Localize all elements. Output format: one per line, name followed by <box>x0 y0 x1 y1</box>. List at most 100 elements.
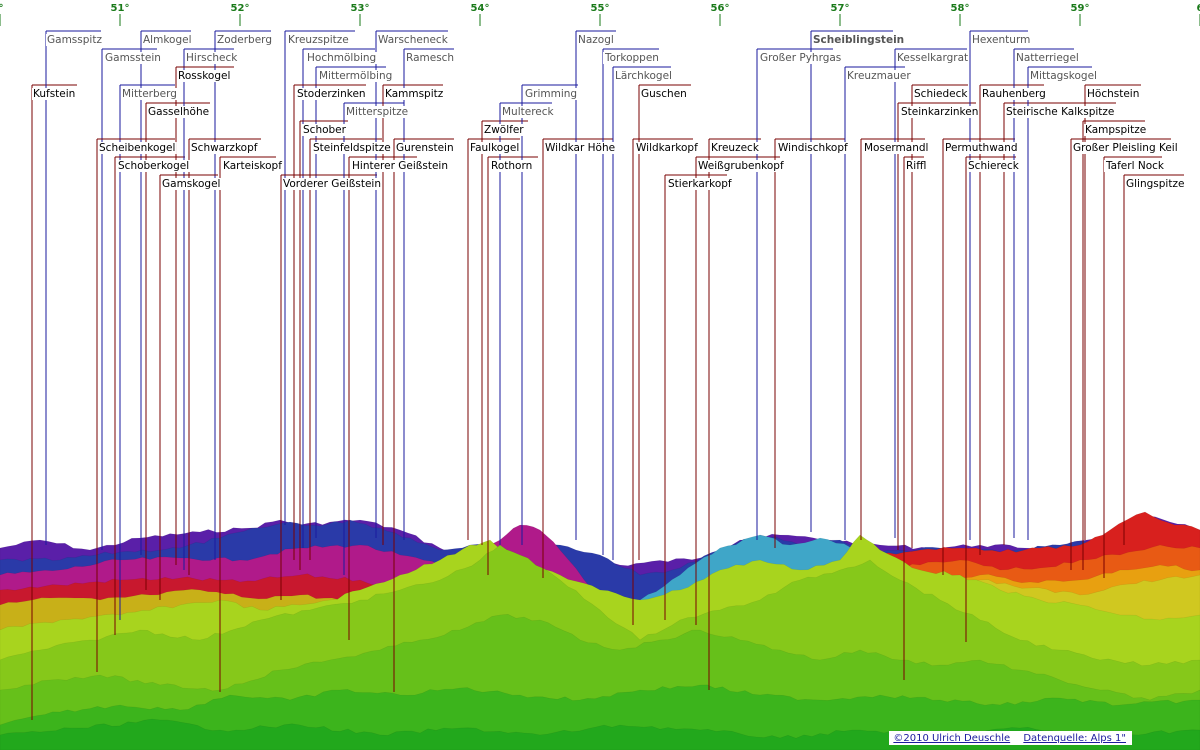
peak-label-backing <box>501 106 556 118</box>
peak-label: Mittermölbing <box>319 70 392 82</box>
peak-label: Schoberkogel <box>118 160 189 172</box>
peak-label: Rothorn <box>491 160 532 172</box>
peak-label-backing <box>759 52 843 64</box>
peak-label: Zwölfer <box>484 124 524 136</box>
credits-bar: ©2010 Ulrich Deuschle Datenquelle: Alps … <box>889 731 1132 745</box>
peak-label: Gasselhöhe <box>148 106 209 118</box>
peak-label: Hirscheck <box>186 52 238 64</box>
peak-label-backing <box>905 160 928 172</box>
peak-label: Permuthwand <box>945 142 1018 154</box>
peak-label: Weißgrubenkopf <box>698 160 784 172</box>
peak-label-backing <box>302 124 348 136</box>
peak-label: Warscheneck <box>378 34 449 46</box>
peak-label: Scheibenkogel <box>99 142 175 154</box>
peak-label: Kreuzspitze <box>288 34 349 46</box>
peak-label-backing <box>161 178 222 190</box>
peak-label-backing <box>697 160 785 172</box>
peak-label: Guschen <box>641 88 687 100</box>
copyright-link[interactable]: ©2010 Ulrich Deuschle <box>893 733 1011 744</box>
peak-label-backing <box>405 52 456 64</box>
peak-label: Hochmölbing <box>307 52 376 64</box>
peak-label: Wildkarkopf <box>636 142 698 154</box>
peak-label-backing <box>967 160 1021 172</box>
peak-label-backing <box>296 88 367 100</box>
peak-label: Mitterspitze <box>346 106 408 118</box>
azimuth-tick-label: 54° <box>471 3 490 14</box>
azimuth-tick-label: 51° <box>111 3 130 14</box>
data-source-link[interactable]: Datenquelle: Alps 1" <box>1023 733 1126 744</box>
peak-label-backing <box>287 34 350 46</box>
peak-label-backing <box>306 52 378 64</box>
peak-label-backing <box>1015 52 1080 64</box>
peak-label-backing <box>395 142 455 154</box>
peak-label-backing <box>981 88 1047 100</box>
peak-label: Gamsspitz <box>47 34 102 46</box>
peak-label-backing <box>1125 178 1186 190</box>
azimuth-tick-label: 52° <box>231 3 250 14</box>
peak-label: Kreuzmauer <box>847 70 911 82</box>
peak-label-backing <box>483 124 526 136</box>
peak-label: Faulkogel <box>470 142 519 154</box>
azimuth-tick-label: 57° <box>831 3 850 14</box>
peak-label: Steinfeldspitze <box>313 142 391 154</box>
peak-label-backing <box>1005 106 1116 118</box>
peak-label: Torkoppen <box>604 52 659 64</box>
peak-label-backing <box>490 160 534 172</box>
peak-label-backing <box>603 52 660 64</box>
azimuth-tick-label: 60° <box>1197 3 1200 14</box>
peak-label-backing <box>913 88 970 100</box>
peak-label: Hinterer Geißstein <box>352 160 448 172</box>
peak-label-backing <box>121 88 178 100</box>
peak-label-backing <box>46 34 104 46</box>
peak-label-backing <box>635 142 700 154</box>
peak-label: Schober <box>303 124 347 136</box>
peak-label-backing <box>98 142 177 154</box>
peak-label-backing <box>318 70 394 82</box>
peak-label: Steinkarzinken <box>901 106 978 118</box>
peak-label: Multereck <box>502 106 555 118</box>
peak-label-backing <box>185 52 240 64</box>
peak-label-backing <box>469 142 521 154</box>
peak-label: Taferl Nock <box>1105 160 1165 172</box>
peak-label: Zoderberg <box>217 34 272 46</box>
peak-label: Kufstein <box>33 88 75 100</box>
peak-label: Höchstein <box>1087 88 1139 100</box>
peak-label: Kammspitz <box>385 88 444 100</box>
peak-label-backing <box>812 34 906 46</box>
peak-label-backing <box>32 88 77 100</box>
peak-label: Großer Pyhrgas <box>760 52 841 64</box>
azimuth-tick-label: 56° <box>711 3 730 14</box>
peak-label-backing <box>710 142 761 154</box>
peak-label: Mitterberg <box>122 88 177 100</box>
peak-label: Steirische Kalkspitze <box>1006 106 1114 118</box>
peak-label: Karteiskopf <box>223 160 282 172</box>
peak-label-backing <box>384 88 445 100</box>
peak-label: Scheiblingstein <box>813 34 904 46</box>
peak-label: Kreuzeck <box>711 142 760 154</box>
peak-label-backing <box>147 106 211 118</box>
peak-label: Kampspitze <box>1085 124 1146 136</box>
azimuth-tick-label: 59° <box>1071 3 1090 14</box>
peak-label-backing <box>524 88 579 100</box>
peak-label-backing <box>900 106 980 118</box>
peak-label: Rauhenberg <box>982 88 1046 100</box>
peak-label-backing <box>846 70 913 82</box>
peak-label: Stoderzinken <box>297 88 366 100</box>
peak-label: Kesselkargrat <box>897 52 968 64</box>
peak-label-backing <box>577 34 615 46</box>
peak-label-backing <box>667 178 733 190</box>
peak-label-backing <box>177 70 232 82</box>
peak-label: Mittagskogel <box>1030 70 1097 82</box>
peak-label-backing <box>1084 124 1148 136</box>
peak-label-backing <box>1104 160 1166 172</box>
peak-label-backing <box>312 142 392 154</box>
peak-label: Glingspitze <box>1126 178 1184 190</box>
azimuth-tick-label: 53° <box>351 3 370 14</box>
peak-label-backing <box>971 34 1032 46</box>
peak-label: Grimming <box>525 88 577 100</box>
peak-label: Großer Pleisling Keil <box>1073 142 1178 154</box>
peak-label: Riffl <box>906 160 926 172</box>
